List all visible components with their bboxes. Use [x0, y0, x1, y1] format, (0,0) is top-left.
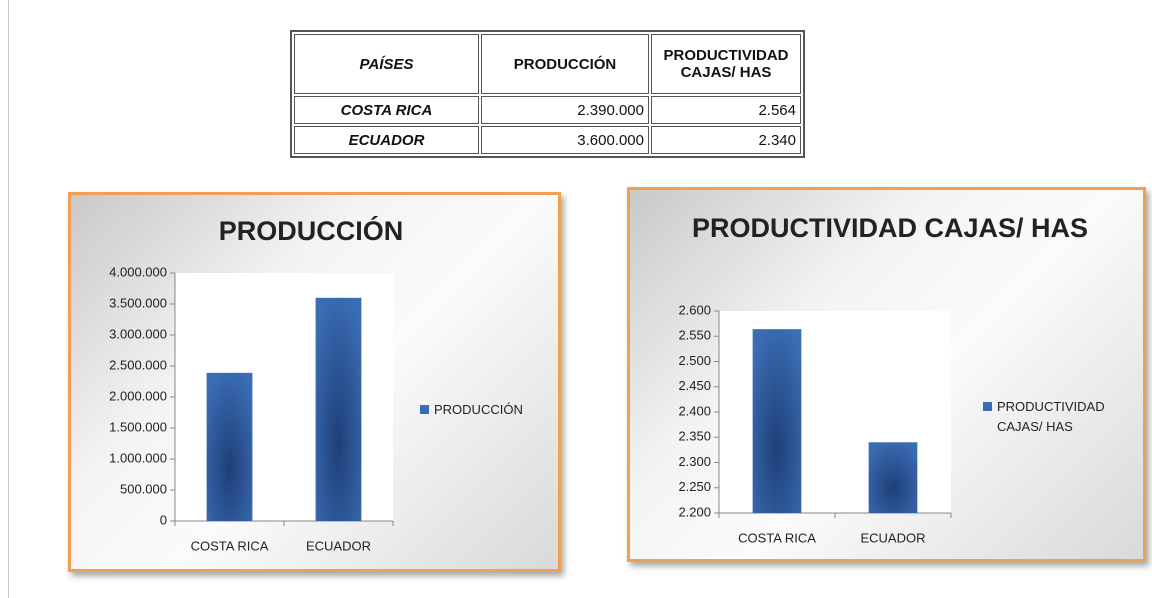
x-tick-label: COSTA RICA [191, 538, 269, 553]
y-tick-label: 1.500.000 [109, 419, 167, 434]
x-tick-label: ECUADOR [306, 538, 371, 553]
y-tick-label: 2.400 [678, 403, 711, 418]
legend-swatch [983, 402, 992, 411]
country-cell: COSTA RICA [294, 96, 479, 124]
bar [315, 297, 362, 521]
y-tick-label: 2.450 [678, 378, 711, 393]
chart-title: PRODUCTIVIDAD CAJAS/ HAS [691, 213, 1089, 243]
y-tick-label: 2.500 [678, 353, 711, 368]
legend-label: PRODUCCIÓN [434, 402, 523, 417]
value-cell: 2.340 [651, 126, 801, 154]
value-cell: 2.390.000 [481, 96, 649, 124]
y-tick-label: 2.250 [678, 479, 711, 494]
y-tick-label: 2.200 [678, 504, 711, 519]
x-tick-label: COSTA RICA [738, 530, 816, 545]
y-tick-label: 2.000.000 [109, 388, 167, 403]
legend-swatch [420, 405, 429, 414]
chart: PRODUCCIÓN 0 500.000 1.000.000 1.500.000 2.00… [68, 192, 561, 572]
y-tick-label: 2.300 [678, 454, 711, 469]
y-tick-label: 3.000.000 [109, 326, 167, 341]
y-tick-label: 3.500.000 [109, 295, 167, 310]
y-tick-label: 0 [160, 512, 167, 527]
header-cell: PRODUCTIVIDAD CAJAS/ HAS [651, 34, 801, 94]
chart: PRODUCTIVIDAD CAJAS/ HAS 2.200 2.250 2.300 2… [627, 187, 1146, 562]
x-tick-label: ECUADOR [860, 530, 925, 545]
y-tick-label: 1.000.000 [109, 450, 167, 465]
page-edge [8, 0, 9, 598]
chart-svg: 0 500.000 1.000.000 1.500.000 2.000.000 2.500… [109, 264, 394, 553]
y-tick-label: 2.600 [678, 302, 711, 317]
y-tick-label: 500.000 [120, 481, 167, 496]
y-tick-label: 2.550 [678, 328, 711, 343]
chart-svg: 2.200 2.250 2.300 2.350 2.400 2.450 2.500 2.550… [678, 302, 952, 545]
bar [868, 442, 918, 513]
legend: PRODUCTIVIDAD CAJAS/ HAS [983, 397, 1133, 437]
legend-label: PRODUCTIVIDAD CAJAS/ HAS [997, 399, 1105, 434]
data-table: PAÍSES PRODUCCIÓN PRODUCTIVIDAD CAJAS/ H… [290, 30, 805, 158]
legend: PRODUCCIÓN [420, 400, 540, 420]
value-cell: 2.564 [651, 96, 801, 124]
header-cell: PAÍSES [294, 34, 479, 94]
bar [752, 329, 802, 513]
y-tick-label: 2.500.000 [109, 357, 167, 372]
country-cell: ECUADOR [294, 126, 479, 154]
header-cell: PRODUCCIÓN [481, 34, 649, 94]
y-tick-label: 2.350 [678, 429, 711, 444]
chart-title: PRODUCCIÓN [218, 216, 404, 246]
value-cell: 3.600.000 [481, 126, 649, 154]
bar [206, 372, 253, 521]
y-tick-label: 4.000.000 [109, 264, 167, 279]
